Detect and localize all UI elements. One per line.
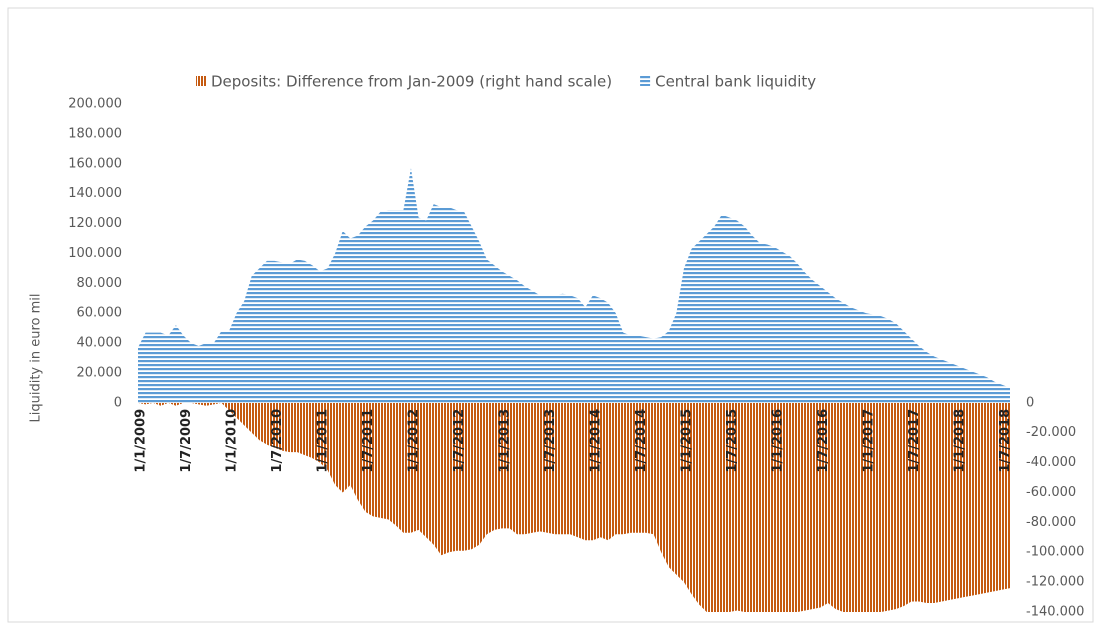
x-tick-label: 1/1/2014 [588, 409, 603, 473]
x-tick-label: 1/7/2009 [179, 409, 194, 473]
x-tick-label: 1/7/2015 [725, 409, 740, 473]
y2-tick-label: -120.000 [1026, 575, 1084, 590]
y2-tick-label: -20.000 [1026, 425, 1076, 440]
y2-tick-label: -40.000 [1026, 455, 1076, 470]
x-tick-label: 1/7/2014 [634, 409, 649, 473]
y-tick-label: 60.000 [77, 306, 123, 321]
x-tick-label: 1/1/2009 [134, 409, 149, 473]
x-tick-label: 1/1/2013 [497, 409, 512, 473]
x-tick-label: 1/1/2016 [770, 409, 785, 473]
x-tick-label: 1/1/2010 [224, 409, 239, 473]
y-tick-label: 80.000 [77, 276, 123, 291]
y2-tick-label: 0 [1026, 395, 1034, 410]
legend-label: Central bank liquidity [655, 73, 816, 91]
x-tick-label: 1/7/2011 [361, 409, 376, 473]
legend-swatch [640, 76, 651, 86]
x-tick-label: 1/1/2012 [406, 409, 421, 473]
x-tick-label: 1/1/2018 [952, 409, 967, 473]
x-tick-label: 1/7/2017 [907, 409, 922, 473]
x-tick-label: 1/1/2017 [861, 409, 876, 473]
x-tick-label: 1/7/2012 [452, 409, 467, 473]
x-tick-label: 1/7/2010 [270, 409, 285, 473]
y-tick-label: 180.000 [68, 126, 122, 141]
y2-tick-label: -60.000 [1026, 485, 1076, 500]
y2-tick-label: -140.000 [1026, 605, 1084, 620]
y-tick-label: 0 [114, 395, 122, 410]
x-tick-label: 1/1/2011 [315, 409, 330, 473]
x-tick-label: 1/7/2018 [998, 409, 1013, 473]
chart-frame [7, 7, 1094, 623]
area [138, 402, 1010, 612]
x-tick-label: 1/7/2013 [543, 409, 558, 473]
area [138, 168, 1010, 403]
x-tick-label: 1/7/2016 [816, 409, 831, 473]
legend-label: Deposits: Difference from Jan-2009 (righ… [211, 73, 612, 91]
legend-swatch [196, 76, 206, 86]
y-tick-label: 120.000 [68, 216, 122, 231]
y-tick-label: 160.000 [68, 156, 122, 171]
y-tick-label: 200.000 [68, 97, 122, 112]
y-axis-label: Liquidity in euro mil [29, 294, 44, 423]
y-tick-label: 40.000 [77, 336, 123, 351]
x-tick-label: 1/1/2015 [679, 409, 694, 473]
y-tick-label: 140.000 [68, 186, 122, 201]
y2-tick-label: -80.000 [1026, 515, 1076, 530]
y-tick-label: 100.000 [68, 246, 122, 261]
y2-tick-label: -100.000 [1026, 545, 1084, 560]
y-tick-label: 20.000 [77, 365, 123, 380]
